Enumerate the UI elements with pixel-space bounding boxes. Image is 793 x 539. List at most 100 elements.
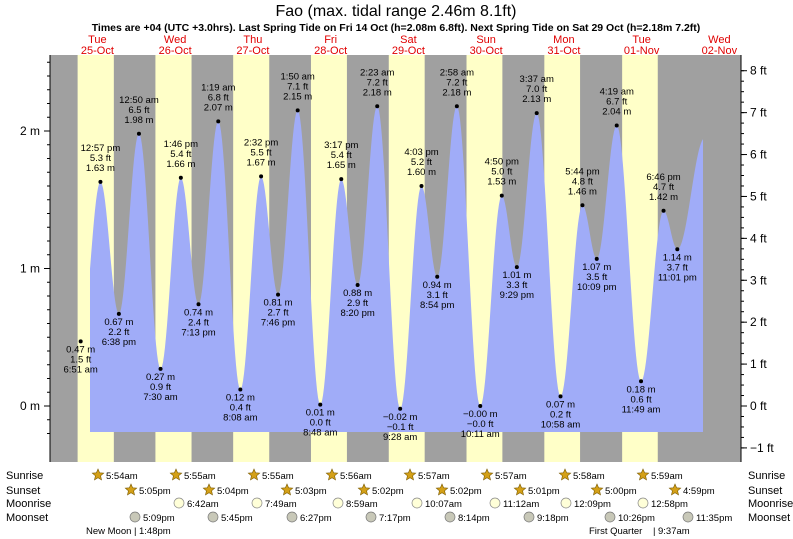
tide-height-ft-label: 5.0 ft [491, 167, 512, 178]
moonrise-row-label: Moonrise [6, 498, 51, 510]
tide-point [614, 123, 619, 128]
moonset-time: 5:09pm [143, 513, 175, 524]
tide-height-m-label: 0.88 m [343, 288, 372, 299]
new-moon-time: 1:48pm [139, 526, 171, 537]
tide-point [534, 111, 539, 116]
tide-height-ft-label: 7.2 ft [446, 77, 467, 88]
tide-time-label: 11:01 pm [658, 272, 697, 283]
right-tick-label: 3 ft [750, 273, 767, 287]
tide-time-label: 8:54 pm [420, 300, 454, 311]
tide-point [398, 406, 403, 411]
tide-height-ft-label: 3.1 ft [427, 290, 448, 301]
sunrise-time: 5:56am [340, 471, 372, 482]
sun-icon [403, 468, 417, 481]
day-of-week-label: Mon [553, 34, 574, 46]
moonset-row-label-right: Moonset [748, 512, 790, 524]
moonrise-row-label-right: Moonrise [748, 498, 793, 510]
moonrise-time: 6:42am [187, 499, 219, 510]
moonrise-time: 10:07am [425, 499, 462, 510]
tide-point [355, 283, 360, 287]
tide-height-ft-label: 5.4 ft [331, 150, 352, 161]
tide-time-label: 1:46 pm [164, 139, 198, 150]
tide-time-label: 9:28 am [383, 432, 417, 443]
tide-height-ft-label: −0.0 ft [467, 419, 494, 430]
tide-height-m-label: 1.07 m [582, 262, 611, 273]
tide-time-label: 5:44 pm [565, 166, 599, 177]
tide-point [259, 174, 264, 179]
tide-height-m-label: 0.07 m [546, 399, 575, 410]
tide-height-ft-label: 6.8 ft [208, 92, 229, 103]
day-of-week-label: Fri [324, 34, 337, 46]
moonset-time: 7:17pm [379, 513, 411, 524]
sunset-time: 5:03pm [295, 486, 327, 497]
moonset-row-label: Moonset [6, 512, 48, 524]
tide-height-ft-label: 7.2 ft [367, 77, 388, 88]
tide-height-m-label: 1.14 m [663, 252, 692, 263]
moonrise-time: 8:59am [346, 499, 378, 510]
sunrise-time: 5:55am [262, 471, 294, 482]
tide-point [499, 193, 504, 198]
sun-icon [91, 468, 105, 481]
moon-phase-separator: | [134, 526, 136, 537]
tide-labels: 0.47 m1.5 ft6:51 am 12:57 pm5.3 ft1.63 m 0… [64, 67, 697, 443]
tide-time-label: 4:03 pm [404, 147, 438, 158]
sun-icon [357, 483, 371, 496]
moonset-icon [286, 511, 298, 523]
sunrise-time: 5:58am [573, 471, 605, 482]
day-of-week-label: Thu [243, 34, 262, 46]
tide-point [178, 175, 183, 180]
tide-height-ft-label: 2.9 ft [347, 298, 368, 309]
tide-time-label: 6:51 am [64, 364, 98, 375]
tide-height-m-label: 1.53 m [487, 177, 516, 188]
tide-point [478, 404, 483, 408]
right-tick-label: 8 ft [750, 64, 767, 78]
sun-icon [636, 468, 650, 481]
tide-height-ft-label: 0.6 ft [630, 394, 651, 405]
tide-height-m-label: 0.12 m [226, 393, 255, 404]
sunrise-time: 5:57am [418, 471, 450, 482]
tide-point [136, 131, 141, 136]
tide-time-label: 12:50 am [119, 95, 159, 106]
day-of-week-label: Tue [632, 34, 651, 46]
tide-point [196, 302, 201, 307]
tide-height-m-label: 1.65 m [327, 160, 356, 171]
moonrise-icon [411, 497, 423, 509]
date-label: 02-Nov [702, 45, 738, 57]
tide-height-m-label: 0.94 m [423, 280, 452, 291]
sunset-time: 5:02pm [450, 486, 482, 497]
tide-height-m-label: 2.18 m [442, 87, 471, 98]
new-moon-label: New Moon [86, 526, 131, 537]
right-tick-label: 5 ft [750, 189, 767, 203]
tide-time-label: 8:20 pm [340, 308, 374, 319]
tide-height-ft-label: 0.0 ft [310, 418, 331, 429]
tide-time-label: 4:19 am [600, 87, 634, 98]
tide-height-m-label: 2.15 m [283, 91, 312, 102]
tide-point [580, 203, 585, 208]
moonrise-time: 11:12am [503, 499, 539, 510]
sun-icon [590, 483, 604, 496]
moonset-icon [604, 511, 616, 523]
day-labels: Tue25-OctWed26-OctThu27-OctFri28-OctSat2… [81, 34, 738, 57]
left-tick-label: 0 m [20, 399, 40, 413]
sunset-time: 5:00pm [605, 486, 637, 497]
day-of-week-label: Tue [88, 34, 107, 46]
tide-time-label: 2:23 am [360, 67, 394, 78]
tide-height-m-label: 1.42 m [649, 192, 678, 203]
first-quarter-time: 9:37am [658, 526, 690, 537]
right-tick-label: 7 ft [750, 106, 767, 120]
moonset-icon [365, 511, 377, 523]
sunrise-row-label: Sunrise [6, 470, 43, 482]
tide-time-label: 10:11 am [461, 429, 500, 440]
tide-height-m-label: 1.67 m [247, 157, 276, 168]
tide-height-m-label: 2.18 m [363, 87, 392, 98]
sunset-row-label: Sunset [6, 485, 40, 497]
moonset-time: 11:35pm [696, 513, 732, 524]
moonset-icon [444, 511, 456, 523]
tide-time-label: 4:50 pm [485, 157, 519, 168]
moonset-time: 8:14pm [458, 513, 490, 524]
tide-point [98, 179, 103, 184]
tide-point [558, 394, 563, 399]
tide-height-m-label: −0.00 m [463, 409, 498, 420]
